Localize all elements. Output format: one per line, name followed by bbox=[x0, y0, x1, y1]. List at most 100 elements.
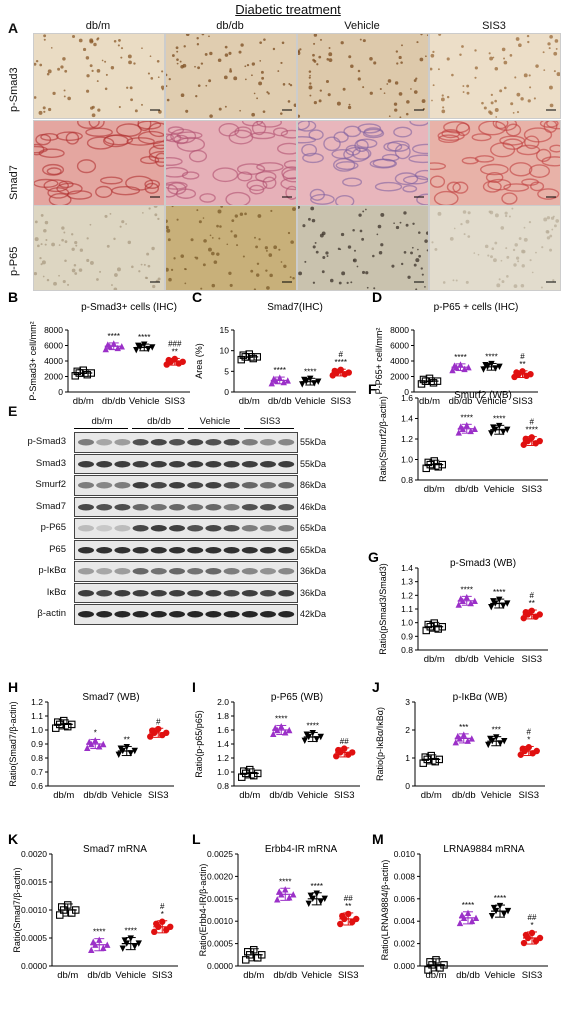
significance-label: **** bbox=[93, 928, 105, 937]
y-axis-label: Ratio(p-p65/p65) bbox=[194, 710, 204, 778]
x-tick-label: Vehicle bbox=[111, 790, 142, 801]
data-point bbox=[96, 743, 103, 750]
x-tick-label: db/db bbox=[456, 970, 480, 981]
x-tick-label: db/m bbox=[53, 790, 74, 801]
data-point bbox=[238, 773, 246, 781]
y-tick-label: 1.0 bbox=[31, 725, 43, 735]
data-point bbox=[305, 900, 312, 908]
significance-label: ** bbox=[172, 347, 178, 356]
col-label-dbdb: db/db bbox=[216, 20, 244, 32]
y-tick-label: 0.0000 bbox=[21, 961, 47, 971]
significance-label: **** bbox=[493, 414, 505, 423]
y-axis-label: Ratio(p-IκBα/IκBα) bbox=[375, 707, 385, 781]
wb-row-label: IκBα bbox=[46, 586, 66, 598]
significance-label: **** bbox=[279, 877, 291, 886]
x-tick-label: Vehicle bbox=[129, 396, 160, 407]
y-tick-label: 0.0005 bbox=[21, 933, 47, 943]
wb-group-label: Vehicle bbox=[199, 416, 231, 427]
data-point bbox=[434, 625, 442, 633]
wb-strip bbox=[74, 604, 298, 625]
y-tick-label: 1.1 bbox=[31, 711, 43, 721]
y-tick-label: 10 bbox=[220, 346, 230, 356]
x-tick-label: SIS3 bbox=[521, 654, 542, 665]
y-tick-label: 2000 bbox=[390, 372, 409, 382]
x-tick-label: SIS3 bbox=[518, 790, 539, 801]
x-tick-label: SIS3 bbox=[521, 484, 542, 495]
y-tick-label: 1.0 bbox=[401, 618, 413, 628]
y-tick-label: 0.7 bbox=[31, 767, 43, 777]
y-axis-label: Ratio(pSmad3/Smad3) bbox=[378, 563, 388, 655]
y-tick-label: 4000 bbox=[390, 356, 409, 366]
y-tick-label: 1.6 bbox=[401, 393, 413, 403]
data-point bbox=[488, 430, 495, 437]
data-point bbox=[421, 753, 429, 761]
wb-strip bbox=[74, 496, 298, 517]
panel-letter: I bbox=[192, 679, 196, 695]
micrograph-p-smad3-vehicle bbox=[297, 33, 429, 119]
data-point bbox=[83, 370, 92, 379]
data-point bbox=[424, 620, 432, 629]
chart-title: Smurf2 (WB) bbox=[454, 390, 512, 401]
data-point bbox=[299, 381, 306, 388]
data-point bbox=[102, 345, 109, 353]
data-point bbox=[274, 896, 281, 903]
y-axis-label: Ratio(Smurf2/β-actin) bbox=[378, 396, 388, 482]
data-point bbox=[455, 429, 462, 436]
y-axis-label: P-P65+ cell/mm² bbox=[374, 328, 384, 395]
data-point bbox=[151, 928, 158, 936]
significance-label: # bbox=[156, 717, 161, 726]
significance-label: **** bbox=[526, 426, 538, 435]
significance-label: **** bbox=[485, 352, 497, 361]
x-tick-label: SIS3 bbox=[522, 970, 543, 981]
x-tick-label: db/db bbox=[269, 790, 293, 801]
micrograph-p-smad3-sis3 bbox=[429, 33, 561, 119]
x-tick-label: db/db bbox=[449, 396, 473, 407]
y-tick-label: 0.0020 bbox=[21, 849, 47, 859]
wb-kda-label: 36kDa bbox=[300, 587, 327, 598]
y-tick-label: 1.1 bbox=[401, 604, 413, 614]
significance-label: **** bbox=[275, 714, 287, 723]
wb-group-bracket bbox=[244, 428, 294, 429]
y-tick-label: 0.010 bbox=[394, 849, 416, 859]
panel-letter: G bbox=[368, 549, 379, 565]
data-point bbox=[434, 463, 442, 471]
x-tick-label: Vehicle bbox=[295, 396, 326, 407]
wb-kda-label: 46kDa bbox=[300, 501, 327, 512]
data-point bbox=[242, 956, 250, 964]
data-point bbox=[133, 347, 140, 354]
chart-title: p-IκBα (WB) bbox=[453, 692, 508, 703]
chart-title: Smad7 (WB) bbox=[82, 692, 139, 703]
x-tick-label: Vehicle bbox=[484, 654, 515, 665]
panel-letter: D bbox=[372, 289, 382, 305]
x-tick-label: db/m bbox=[424, 484, 445, 495]
y-tick-label: 1.2 bbox=[31, 697, 43, 707]
y-tick-label: 1.4 bbox=[217, 739, 229, 749]
y-tick-label: 0.000 bbox=[394, 961, 416, 971]
wb-row-label: p-P65 bbox=[40, 522, 66, 533]
wb-strip bbox=[74, 475, 298, 496]
micrograph-p-p65-dbdb bbox=[165, 205, 297, 291]
chart-title: p-Smad3 (WB) bbox=[450, 558, 516, 569]
y-tick-label: 0.0025 bbox=[207, 849, 233, 859]
data-point bbox=[468, 917, 476, 925]
micrograph-smad7-dbdb bbox=[165, 120, 297, 206]
significance-label: **** bbox=[125, 927, 137, 936]
x-tick-label: db/m bbox=[421, 790, 442, 801]
significance-label: **** bbox=[461, 413, 473, 422]
x-tick-label: db/m bbox=[425, 970, 446, 981]
y-tick-label: 3 bbox=[405, 697, 410, 707]
data-point bbox=[84, 744, 91, 751]
chart-title: Erbb4-IR mRNA bbox=[265, 844, 338, 855]
data-point bbox=[88, 946, 95, 953]
data-point bbox=[419, 375, 428, 384]
y-tick-label: 5 bbox=[224, 366, 229, 376]
data-point bbox=[276, 888, 283, 895]
chart-title: p-P65 + cells (IHC) bbox=[434, 302, 519, 313]
data-point bbox=[480, 366, 487, 373]
panel-letter: C bbox=[192, 289, 202, 305]
significance-label: **** bbox=[493, 588, 505, 597]
data-point bbox=[131, 943, 138, 950]
chart-title: LRNA9884 mRNA bbox=[443, 844, 524, 855]
y-tick-label: 0 bbox=[58, 387, 63, 397]
x-tick-label: db/db bbox=[102, 396, 126, 407]
